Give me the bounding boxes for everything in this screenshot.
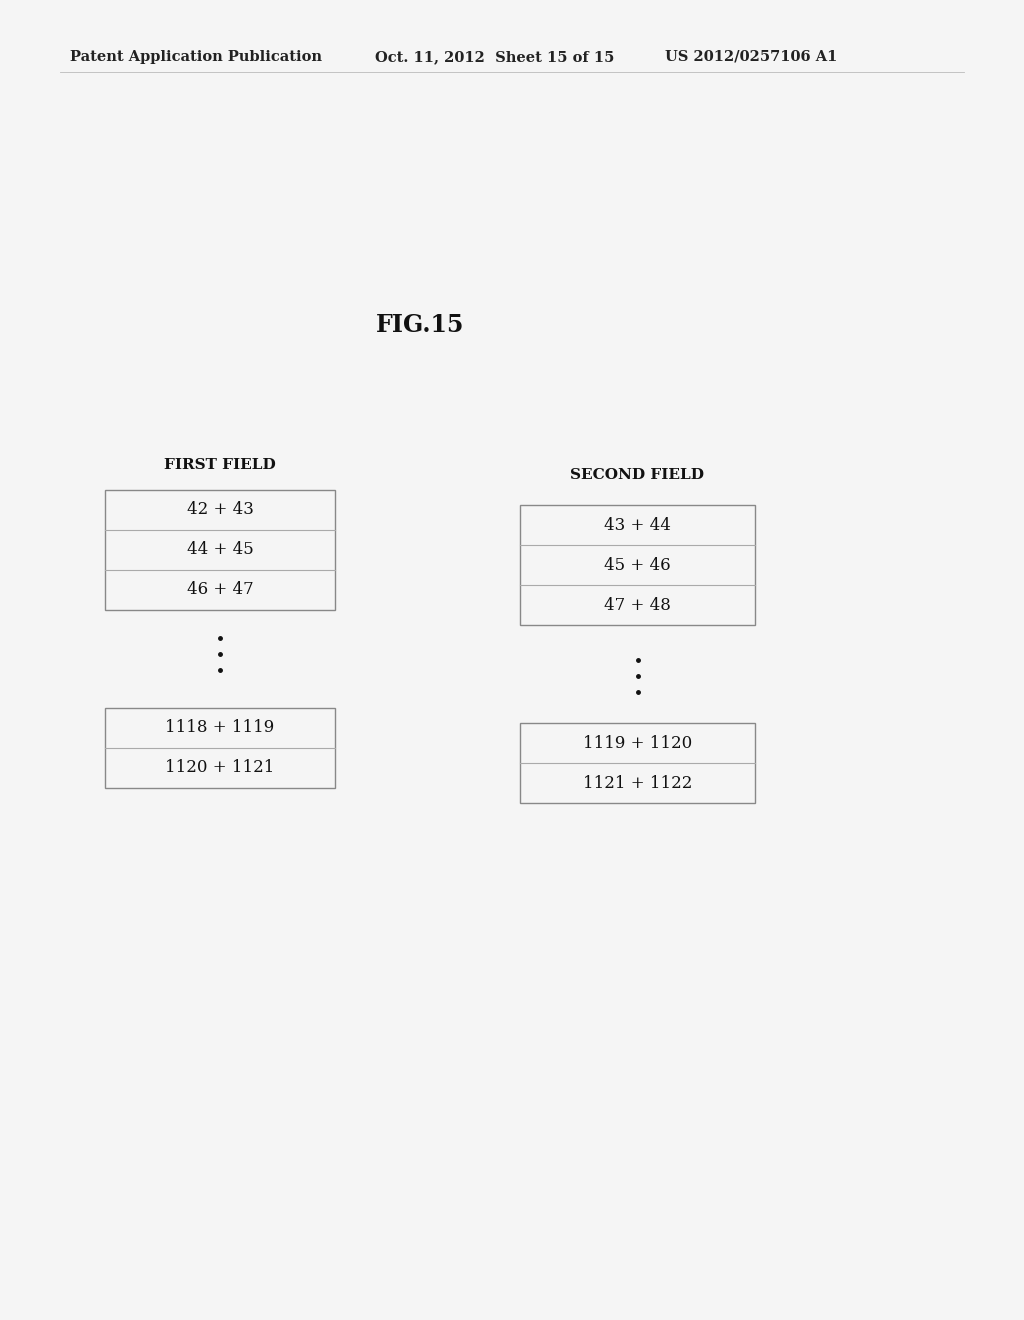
Text: US 2012/0257106 A1: US 2012/0257106 A1 (665, 50, 838, 63)
Text: 1119 + 1120: 1119 + 1120 (583, 734, 692, 751)
Bar (105, 708, 335, 788)
Text: FIG.15: FIG.15 (376, 313, 464, 337)
Text: 45 + 46: 45 + 46 (604, 557, 671, 573)
Text: 46 + 47: 46 + 47 (186, 582, 253, 598)
Text: 47 + 48: 47 + 48 (604, 597, 671, 614)
Text: 42 + 43: 42 + 43 (186, 502, 253, 519)
Text: Oct. 11, 2012  Sheet 15 of 15: Oct. 11, 2012 Sheet 15 of 15 (375, 50, 614, 63)
Bar (520, 506, 755, 624)
Text: SECOND FIELD: SECOND FIELD (570, 469, 705, 482)
Text: 1120 + 1121: 1120 + 1121 (165, 759, 274, 776)
Text: 1118 + 1119: 1118 + 1119 (165, 719, 274, 737)
Text: 44 + 45: 44 + 45 (186, 541, 253, 558)
Text: FIRST FIELD: FIRST FIELD (164, 458, 275, 473)
Text: 43 + 44: 43 + 44 (604, 516, 671, 533)
Text: Patent Application Publication: Patent Application Publication (70, 50, 322, 63)
Bar (520, 723, 755, 803)
Text: 1121 + 1122: 1121 + 1122 (583, 775, 692, 792)
Bar (105, 490, 335, 610)
